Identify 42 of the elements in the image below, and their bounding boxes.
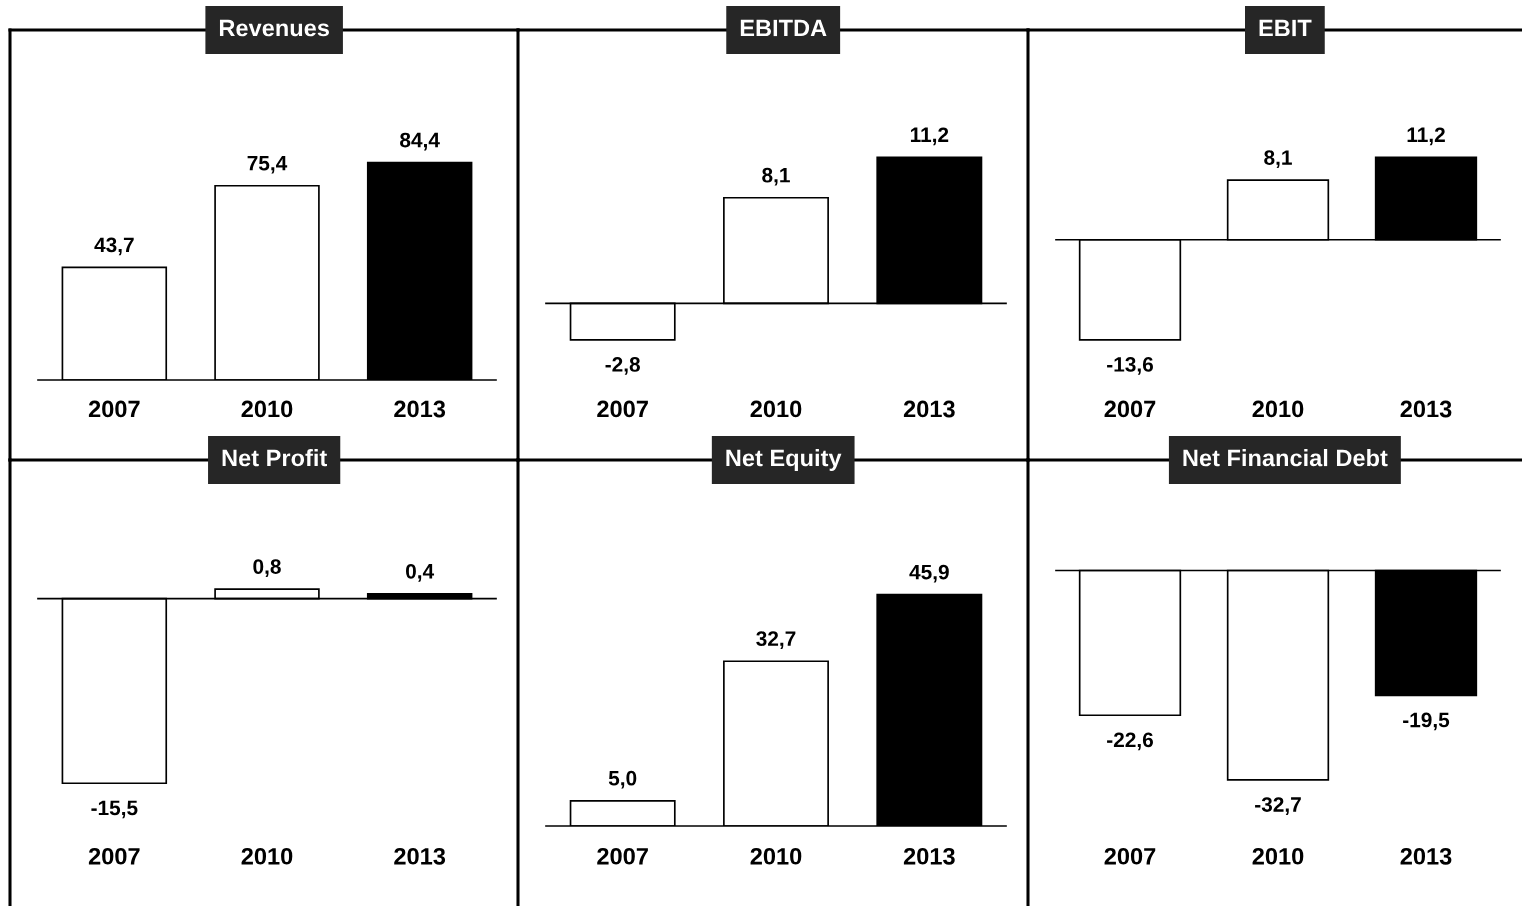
data-label: 43,7 <box>94 237 134 256</box>
chart-title: Revenues <box>219 19 329 37</box>
x-tick-label: 2007 <box>88 400 140 418</box>
x-tick-label: 2013 <box>903 400 955 418</box>
x-tick-label: 2010 <box>1252 847 1304 865</box>
x-tick-label: 2007 <box>597 400 648 418</box>
data-label: -2,8 <box>605 357 640 375</box>
data-label: 8,1 <box>762 167 790 186</box>
data-label: 0,8 <box>253 559 281 577</box>
x-tick-label: 2013 <box>394 400 446 418</box>
chart-title: Net Financial Debt <box>1183 448 1388 467</box>
x-tick-label: 2010 <box>1252 400 1304 418</box>
x-tick-label: 2007 <box>1104 400 1156 418</box>
x-tick-label: 2007 <box>597 847 648 865</box>
x-tick-label: 2013 <box>1400 400 1452 418</box>
x-tick-label: 2010 <box>241 400 293 418</box>
data-label: 0,4 <box>406 563 435 582</box>
data-label: -13,6 <box>1107 357 1153 375</box>
x-tick-label: 2013 <box>903 847 955 865</box>
x-tick-label: 2007 <box>1104 847 1156 865</box>
data-label: -32,7 <box>1255 797 1301 815</box>
data-label: 84,4 <box>400 132 440 151</box>
x-tick-label: 2010 <box>241 847 293 865</box>
data-label: -15,5 <box>91 800 138 819</box>
data-label: 32,7 <box>756 631 796 650</box>
x-tick-label: 2007 <box>88 847 140 865</box>
x-tick-label: 2013 <box>394 847 446 865</box>
data-label: 11,2 <box>1407 127 1445 146</box>
x-tick-label: 2013 <box>1400 847 1452 865</box>
data-label: 5,0 <box>608 770 637 789</box>
x-tick-label: 2010 <box>750 400 802 418</box>
data-label: 11,2 <box>910 127 949 146</box>
data-label: -19,5 <box>1403 712 1450 731</box>
chart-title: EBITDA <box>740 19 827 37</box>
data-label: 75,4 <box>247 156 288 174</box>
x-tick-label: 2010 <box>750 847 802 865</box>
chart-title: Net Profit <box>222 448 327 467</box>
data-label: 8,1 <box>1264 150 1292 168</box>
chart-title: EBIT <box>1259 19 1312 37</box>
chart-title: Net Equity <box>726 448 842 471</box>
data-label: 45,9 <box>909 564 949 583</box>
data-label: -22,6 <box>1107 732 1153 751</box>
